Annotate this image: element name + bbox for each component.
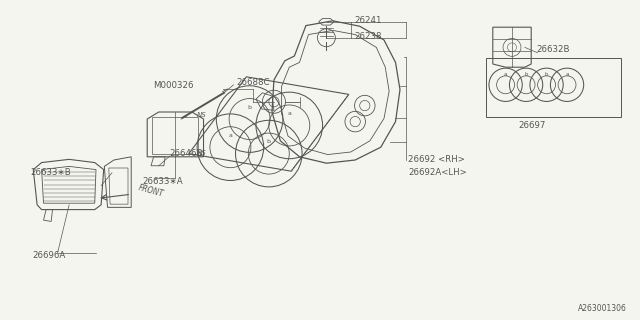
- Text: 26646B: 26646B: [170, 149, 203, 158]
- Text: b: b: [524, 72, 528, 77]
- Text: NS: NS: [196, 112, 206, 118]
- Text: A263001306: A263001306: [579, 304, 627, 313]
- Text: FRONT: FRONT: [138, 184, 165, 199]
- Text: 26238: 26238: [354, 32, 381, 41]
- Text: 26697: 26697: [518, 121, 546, 130]
- Text: b: b: [267, 139, 271, 144]
- Text: b: b: [545, 72, 548, 77]
- Text: 26633∗A: 26633∗A: [142, 177, 182, 186]
- Text: 26241: 26241: [354, 16, 381, 25]
- Text: 26633∗B: 26633∗B: [31, 168, 72, 177]
- Text: 26688C: 26688C: [237, 78, 270, 87]
- Text: 26632B: 26632B: [536, 45, 570, 54]
- Text: a: a: [228, 133, 232, 138]
- Text: a: a: [504, 72, 508, 77]
- Text: NS: NS: [196, 150, 206, 156]
- Text: 26692A<LH>: 26692A<LH>: [408, 168, 467, 177]
- Text: 26692 <RH>: 26692 <RH>: [408, 155, 465, 164]
- Text: 26696A: 26696A: [32, 252, 65, 260]
- Text: M000326: M000326: [154, 81, 194, 90]
- Text: b: b: [248, 105, 252, 109]
- Text: a: a: [287, 111, 291, 116]
- Text: a: a: [565, 72, 569, 77]
- Bar: [486, 58, 621, 117]
